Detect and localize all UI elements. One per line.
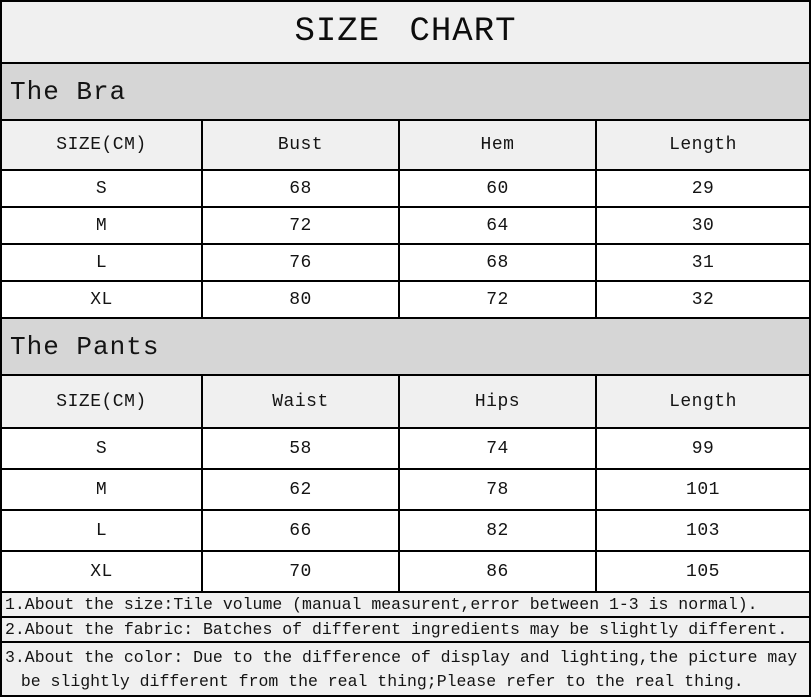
value-cell: 70 [203, 552, 400, 591]
bra-col-header-size: SIZE(CM) [2, 121, 204, 169]
value-cell: 78 [400, 470, 597, 509]
note-fabric: 2.About the fabric: Batches of different… [2, 618, 809, 643]
value-cell: 99 [596, 429, 809, 468]
note-color: 3.About the color: Due to the difference… [2, 643, 809, 695]
bra-row-l: L 76 68 31 [2, 245, 809, 282]
pants-row-m: M 62 78 101 [2, 470, 809, 511]
value-cell: 105 [596, 552, 809, 591]
pants-col-header-size: SIZE(CM) [2, 376, 204, 427]
value-cell: 62 [203, 470, 400, 509]
bra-header-row: SIZE(CM) Bust Hem Length [2, 121, 809, 171]
value-cell: 66 [203, 511, 400, 550]
value-cell: 31 [596, 245, 809, 280]
section-title-bra: The Bra [2, 64, 809, 121]
bra-col-header-bust: Bust [203, 121, 400, 169]
bra-row-s: S 68 60 29 [2, 171, 809, 208]
value-cell: 72 [400, 282, 597, 317]
size-cell: M [2, 470, 204, 509]
value-cell: 76 [203, 245, 400, 280]
pants-col-header-hips: Hips [400, 376, 597, 427]
value-cell: 68 [203, 171, 400, 206]
title-band: SIZE CHART [2, 2, 809, 64]
size-cell: S [2, 171, 204, 206]
page-title: SIZE CHART [294, 13, 517, 51]
size-cell: M [2, 208, 204, 243]
value-cell: 86 [400, 552, 597, 591]
value-cell: 68 [400, 245, 597, 280]
size-cell: L [2, 245, 204, 280]
pants-row-s: S 58 74 99 [2, 429, 809, 470]
pants-row-xl: XL 70 86 105 [2, 552, 809, 593]
value-cell: 74 [400, 429, 597, 468]
size-cell: XL [2, 282, 204, 317]
value-cell: 82 [400, 511, 597, 550]
bra-col-header-length: Length [596, 121, 809, 169]
value-cell: 72 [203, 208, 400, 243]
note-fabric-text: 2.About the fabric: Batches of different… [5, 619, 788, 639]
value-cell: 30 [596, 208, 809, 243]
note-size-text: 1.About the size:Tile volume (manual mea… [5, 594, 758, 614]
pants-col-header-waist: Waist [203, 376, 400, 427]
note-color-text: 3.About the color: Due to the difference… [5, 647, 798, 691]
size-cell: S [2, 429, 204, 468]
value-cell: 60 [400, 171, 597, 206]
value-cell: 58 [203, 429, 400, 468]
note-size: 1.About the size:Tile volume (manual mea… [2, 593, 809, 618]
bra-row-xl: XL 80 72 32 [2, 282, 809, 319]
bra-col-header-hem: Hem [400, 121, 597, 169]
value-cell: 29 [596, 171, 809, 206]
value-cell: 64 [400, 208, 597, 243]
value-cell: 101 [596, 470, 809, 509]
pants-col-header-length: Length [596, 376, 809, 427]
value-cell: 32 [596, 282, 809, 317]
pants-header-row: SIZE(CM) Waist Hips Length [2, 376, 809, 429]
bra-row-m: M 72 64 30 [2, 208, 809, 245]
value-cell: 80 [203, 282, 400, 317]
size-cell: XL [2, 552, 204, 591]
size-cell: L [2, 511, 204, 550]
value-cell: 103 [596, 511, 809, 550]
section-title-pants: The Pants [2, 319, 809, 376]
pants-row-l: L 66 82 103 [2, 511, 809, 552]
